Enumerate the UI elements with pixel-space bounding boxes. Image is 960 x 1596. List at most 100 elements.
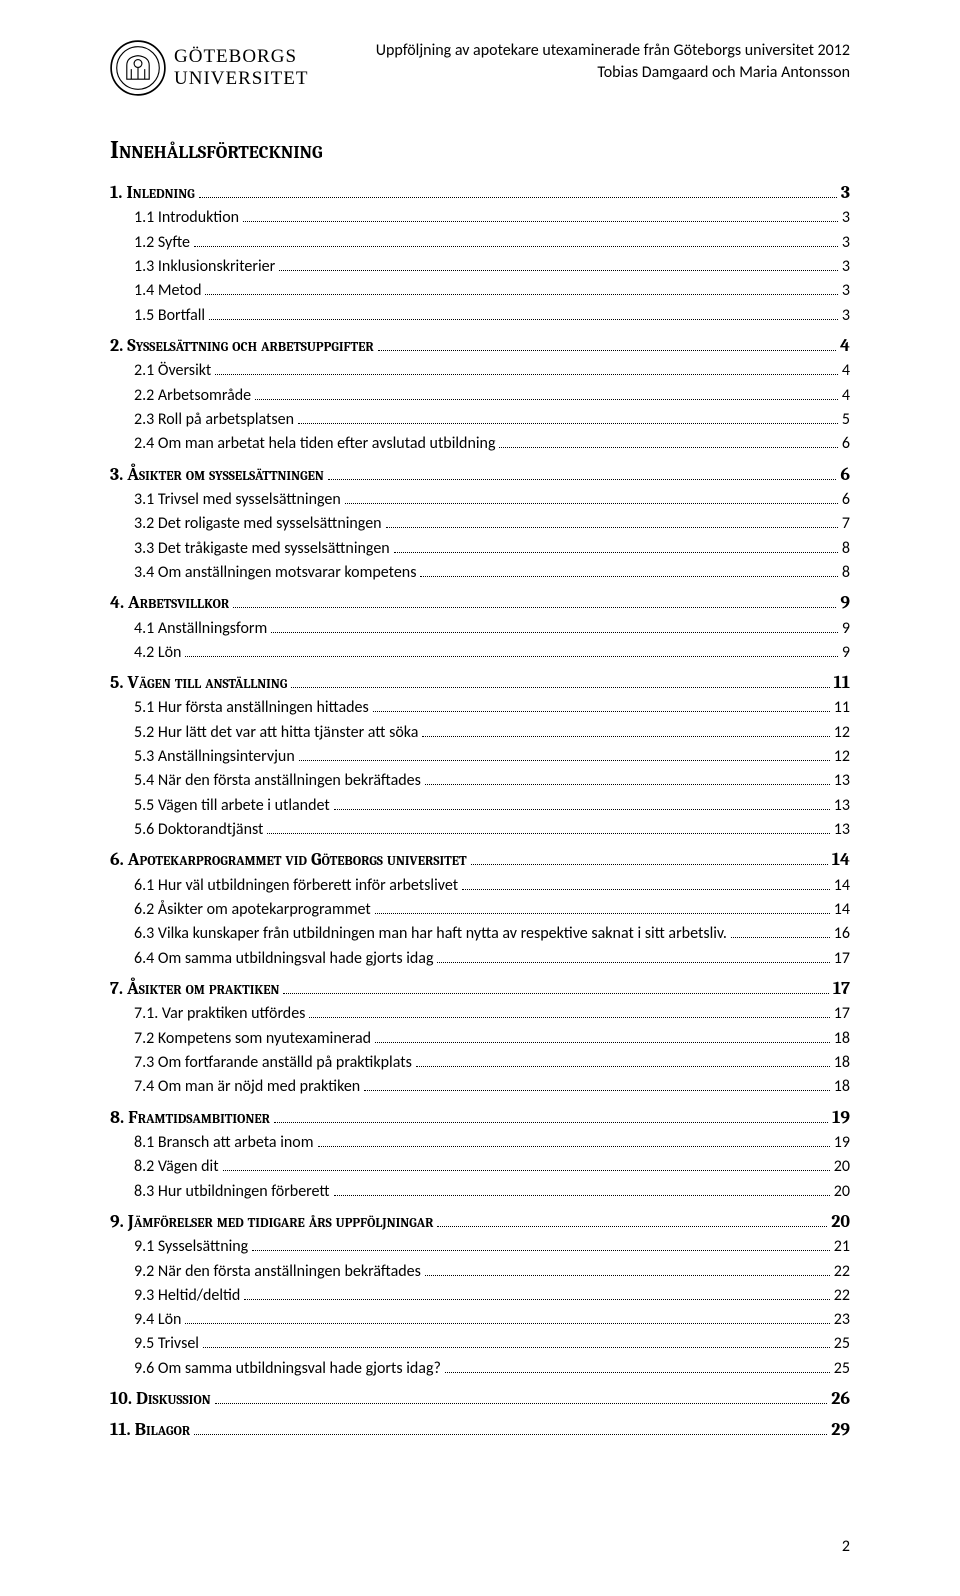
toc-page: 14 <box>834 898 850 922</box>
toc-page: 3 <box>842 231 850 255</box>
toc-leader-dots <box>233 607 836 608</box>
toc-entry: 7.2 Kompetens som nyutexaminerad 18 <box>110 1027 850 1051</box>
university-seal-icon <box>110 40 166 96</box>
toc-entry: 5.4 När den första anställningen bekräft… <box>110 769 850 793</box>
toc-label: 8.2 Vägen dit <box>110 1155 219 1179</box>
page-header: GÖTEBORGS UNIVERSITET Uppföljning av apo… <box>110 40 850 96</box>
toc-page: 18 <box>834 1027 850 1051</box>
toc-entry: 1.3 Inklusionskriterier3 <box>110 255 850 279</box>
toc-label: 3.1 Trivsel med sysselsättningen <box>110 488 341 512</box>
toc-entry: 4. Arbetsvillkor9 <box>110 589 850 616</box>
toc-leader-dots <box>223 1170 830 1171</box>
toc-leader-dots <box>255 399 838 400</box>
toc-leader-dots <box>334 1195 830 1196</box>
toc-label: 3.4 Om anställningen motsvarar kompetens <box>110 561 416 585</box>
toc-leader-dots <box>215 374 838 375</box>
toc-leader-dots <box>394 552 838 553</box>
toc-entry: 3. Åsikter om sysselsättningen6 <box>110 461 850 488</box>
toc-label: 2.3 Roll på arbetsplatsen <box>110 408 294 432</box>
toc-leader-dots <box>420 576 837 577</box>
toc-page: 12 <box>834 745 850 769</box>
toc-label: 10. Diskussion <box>110 1385 211 1412</box>
toc-leader-dots <box>203 1347 830 1348</box>
toc-page: 12 <box>834 721 850 745</box>
page-number: 2 <box>842 1537 850 1556</box>
toc-label: 7.4 Om man är nöjd med praktiken <box>110 1075 360 1099</box>
toc-page: 8 <box>842 537 850 561</box>
toc-entry: 8.3 Hur utbildningen förberett20 <box>110 1180 850 1204</box>
toc-label: 4.1 Anställningsform <box>110 617 267 641</box>
toc-entry: 6.2 Åsikter om apotekarprogrammet 14 <box>110 898 850 922</box>
toc-entry: 3.3 Det tråkigaste med sysselsättningen8 <box>110 537 850 561</box>
toc-label: 3. Åsikter om sysselsättningen <box>110 461 324 488</box>
toc-page: 13 <box>834 769 850 793</box>
toc-label: 2. Sysselsättning och arbetsuppgifter <box>110 332 374 359</box>
doc-authors: Tobias Damgaard och Maria Antonsson <box>376 62 850 84</box>
toc-label: 9.3 Heltid/deltid <box>110 1284 240 1308</box>
toc-page: 29 <box>831 1416 850 1443</box>
toc-leader-dots <box>437 962 829 963</box>
toc-page: 8 <box>842 561 850 585</box>
toc-entry: 9.1 Sysselsättning21 <box>110 1235 850 1259</box>
toc-page: 5 <box>842 408 850 432</box>
toc-leader-dots <box>318 1146 830 1147</box>
toc-leader-dots <box>499 447 837 448</box>
toc-entry: 6.1 Hur väl utbildningen förberett inför… <box>110 874 850 898</box>
toc-page: 4 <box>840 332 850 359</box>
toc-label: 9. Jämförelser med tidigare års uppföljn… <box>110 1208 433 1235</box>
toc-entry: 9.2 När den första anställningen bekräft… <box>110 1260 850 1284</box>
toc-label: 8.1 Bransch att arbeta inom <box>110 1131 314 1155</box>
toc-label: 5.5 Vägen till arbete i utlandet <box>110 794 330 818</box>
toc-leader-dots <box>373 711 830 712</box>
toc-label: 11. Bilagor <box>110 1416 190 1443</box>
logo-line1: GÖTEBORGS <box>174 46 308 68</box>
toc-leader-dots <box>375 1042 830 1043</box>
toc-entry: 9.3 Heltid/deltid22 <box>110 1284 850 1308</box>
toc-leader-dots <box>298 423 838 424</box>
toc-label: 5. Vägen till anställning <box>110 669 287 696</box>
toc-entry: 1.5 Bortfall3 <box>110 304 850 328</box>
toc-page: 17 <box>834 947 850 971</box>
toc-leader-dots <box>267 833 829 834</box>
toc-leader-dots <box>199 197 837 198</box>
toc-entry: 2.2 Arbetsområde4 <box>110 384 850 408</box>
toc-leader-dots <box>471 864 828 865</box>
toc-page: 20 <box>834 1180 850 1204</box>
logo-line2: UNIVERSITET <box>174 68 308 90</box>
toc-entry: 4.1 Anställningsform 9 <box>110 617 850 641</box>
toc-label: 5.3 Anställningsintervjun <box>110 745 295 769</box>
doc-title: Uppföljning av apotekare utexaminerade f… <box>376 40 850 62</box>
toc-page: 18 <box>834 1051 850 1075</box>
toc-leader-dots <box>283 993 828 994</box>
toc-entry: 7. Åsikter om praktiken17 <box>110 975 850 1002</box>
toc-label: 7.2 Kompetens som nyutexaminerad <box>110 1027 371 1051</box>
toc-leader-dots <box>194 246 838 247</box>
toc-page: 13 <box>834 818 850 842</box>
toc-label: 5.2 Hur lätt det var att hitta tjänster … <box>110 721 418 745</box>
toc-page: 7 <box>842 512 850 536</box>
toc-leader-dots <box>462 889 830 890</box>
toc-leader-dots <box>437 1226 827 1227</box>
toc-entry: 5. Vägen till anställning11 <box>110 669 850 696</box>
toc-page: 14 <box>832 846 850 873</box>
toc-label: 6.2 Åsikter om apotekarprogrammet <box>110 898 371 922</box>
toc-entry: 9.6 Om samma utbildningsval hade gjorts … <box>110 1357 850 1381</box>
toc-entry: 5.2 Hur lätt det var att hitta tjänster … <box>110 721 850 745</box>
toc-page: 14 <box>834 874 850 898</box>
toc-leader-dots <box>243 221 838 222</box>
toc-entry: 5.1 Hur första anställningen hittades11 <box>110 696 850 720</box>
toc-entry: 1.1 Introduktion3 <box>110 206 850 230</box>
toc-page: 20 <box>834 1155 850 1179</box>
toc-page: 23 <box>834 1308 850 1332</box>
toc-label: 2.2 Arbetsområde <box>110 384 251 408</box>
toc-page: 9 <box>842 617 850 641</box>
toc-page: 18 <box>834 1075 850 1099</box>
toc-label: 3.2 Det roligaste med sysselsättningen <box>110 512 382 536</box>
toc-page: 25 <box>834 1357 850 1381</box>
toc-label: 1. Inledning <box>110 179 195 206</box>
toc-page: 6 <box>842 488 850 512</box>
toc-leader-dots <box>279 270 838 271</box>
toc-page: 3 <box>842 255 850 279</box>
toc-leader-dots <box>364 1090 830 1091</box>
toc-label: 1.2 Syfte <box>110 231 190 255</box>
